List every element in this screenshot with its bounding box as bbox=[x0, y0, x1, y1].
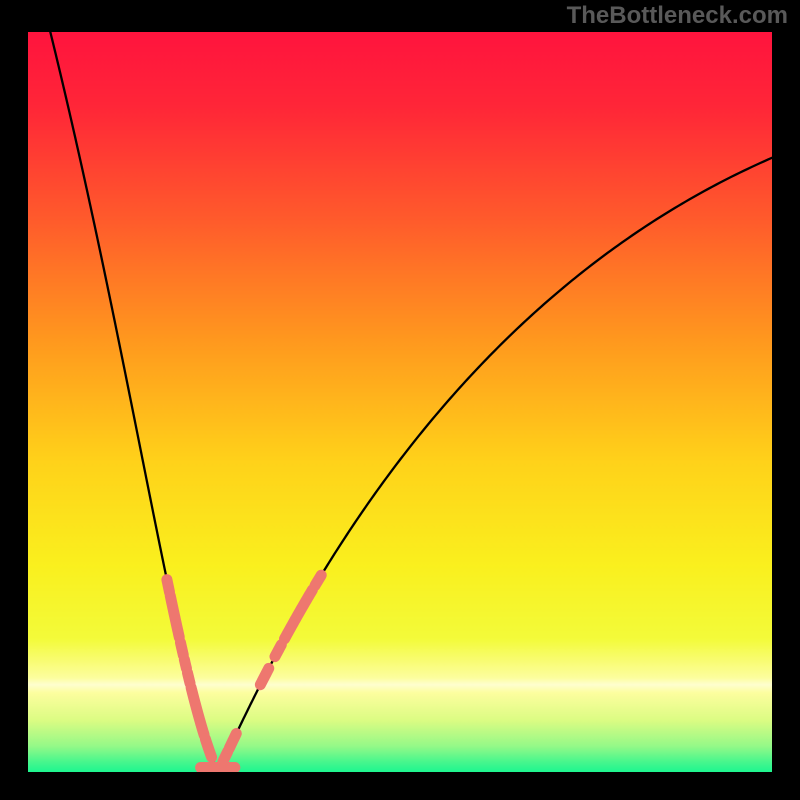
watermark-text: TheBottleneck.com bbox=[567, 2, 788, 30]
data-marker bbox=[285, 590, 313, 639]
data-marker bbox=[275, 645, 281, 657]
data-marker bbox=[170, 596, 179, 637]
data-marker bbox=[315, 575, 321, 585]
chart-root: TheBottleneck.com bbox=[0, 0, 800, 800]
data-marker bbox=[260, 668, 268, 684]
data-marker bbox=[167, 580, 170, 593]
data-marker bbox=[205, 739, 211, 758]
data-marker bbox=[188, 673, 191, 683]
plot-overlay-svg bbox=[28, 32, 772, 772]
data-marker bbox=[229, 734, 236, 749]
data-marker bbox=[180, 643, 183, 656]
data-marker bbox=[191, 688, 204, 735]
bottleneck-curve bbox=[50, 32, 772, 772]
data-marker bbox=[184, 660, 186, 669]
plot-frame bbox=[28, 32, 772, 772]
